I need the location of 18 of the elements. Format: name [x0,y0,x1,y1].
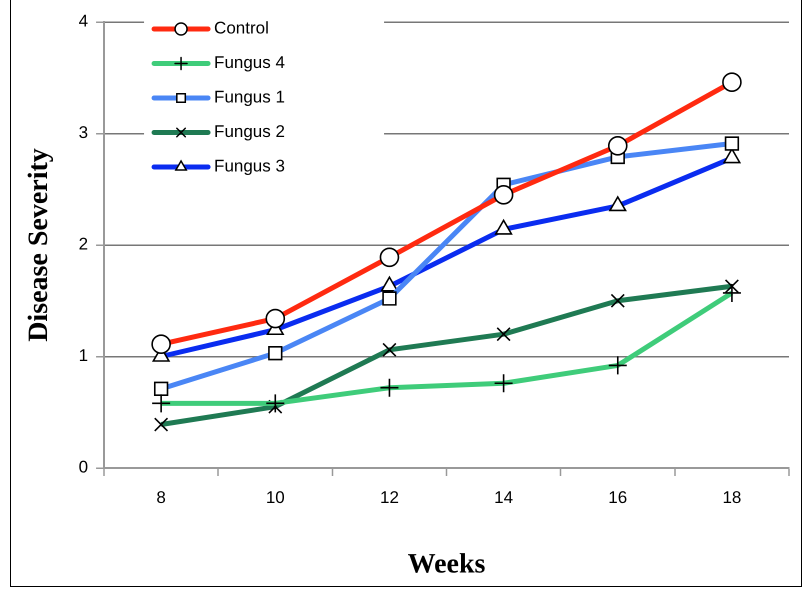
legend-label: Control [214,18,269,38]
x-tick-label: 12 [380,488,399,507]
x-tick-label: 18 [722,488,742,507]
legend-label: Fungus 4 [214,53,285,72]
y-tick-label: 0 [78,458,88,477]
x-tick-label: 16 [608,488,628,507]
legend-label: Fungus 3 [214,156,285,176]
x-tick-label: 14 [494,488,514,507]
legend-label: Fungus 2 [214,122,285,142]
y-axis-title: Disease Severity [23,148,54,342]
x-tick-label: 8 [156,488,166,507]
y-tick-label: 1 [78,346,88,366]
legend-label: Fungus 1 [214,88,285,107]
y-tick-label: 2 [78,234,88,254]
x-tick-label: 10 [266,488,285,507]
y-tick-label: 4 [78,12,88,31]
y-tick-label: 3 [78,123,88,142]
x-axis-title: Weeks [408,548,486,580]
